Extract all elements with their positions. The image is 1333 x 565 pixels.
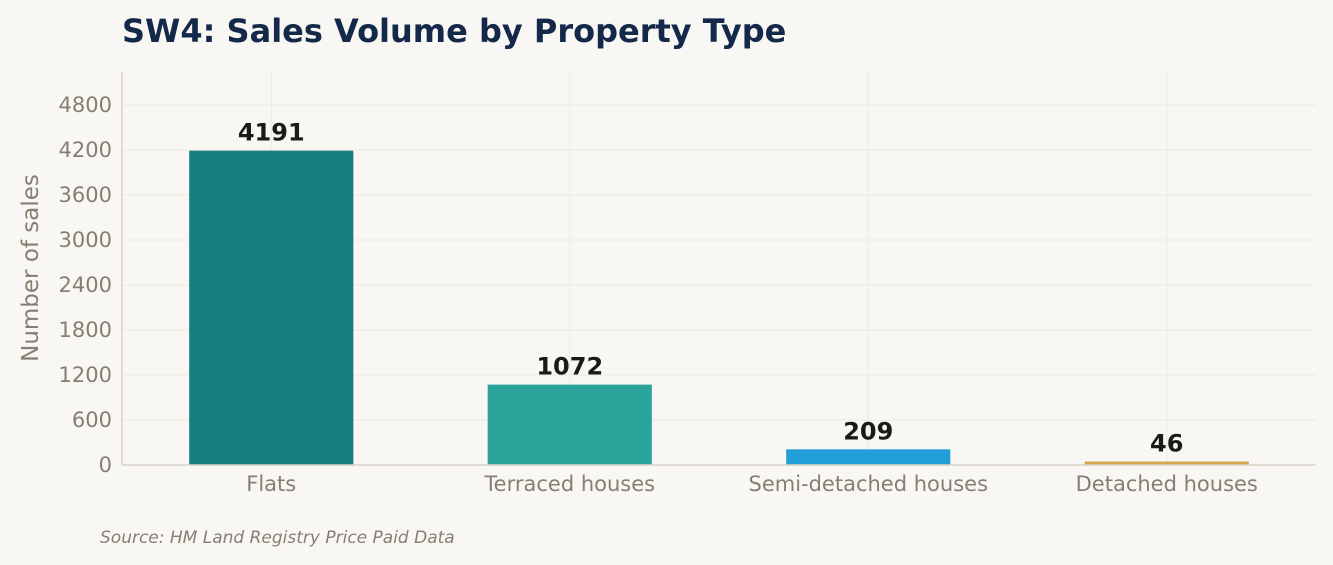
- bars: [189, 150, 1249, 466]
- y-tick-label: 3000: [59, 228, 112, 252]
- y-tick-label: 4800: [59, 93, 112, 117]
- bar: [487, 384, 652, 465]
- x-tick-label: Terraced houses: [483, 472, 655, 496]
- y-tick-labels: 0 600 1200 1800 2400 3000 3600 4200 4800: [59, 93, 112, 477]
- x-tick-label: Detached houses: [1076, 472, 1258, 496]
- y-axis-label: Number of sales: [18, 174, 44, 362]
- source-note: Source: HM Land Registry Price Paid Data: [100, 528, 455, 548]
- bar: [786, 449, 951, 465]
- y-tick-label: 1200: [59, 363, 112, 387]
- x-tick-label: Flats: [246, 472, 296, 496]
- y-tick-label: 1800: [59, 318, 112, 342]
- data-labels: 4191 1072 209 46: [238, 119, 1184, 458]
- y-tick-label: 0: [99, 453, 112, 477]
- axes: [121, 72, 1316, 466]
- chart-title: SW4: Sales Volume by Property Type: [122, 12, 786, 50]
- data-label: 209: [843, 417, 893, 445]
- x-tick-label: Semi-detached houses: [748, 472, 988, 496]
- bar: [1084, 461, 1249, 465]
- bar: [189, 150, 354, 466]
- data-label: 1072: [536, 353, 603, 381]
- x-tick-labels: Flats Terraced houses Semi-detached houses…: [246, 472, 1258, 496]
- data-label: 46: [1150, 430, 1183, 458]
- y-tick-label: 4200: [59, 138, 112, 162]
- y-tick-label: 3600: [59, 183, 112, 207]
- y-tick-label: 2400: [59, 273, 112, 297]
- data-label: 4191: [238, 119, 305, 147]
- y-tick-label: 600: [72, 408, 112, 432]
